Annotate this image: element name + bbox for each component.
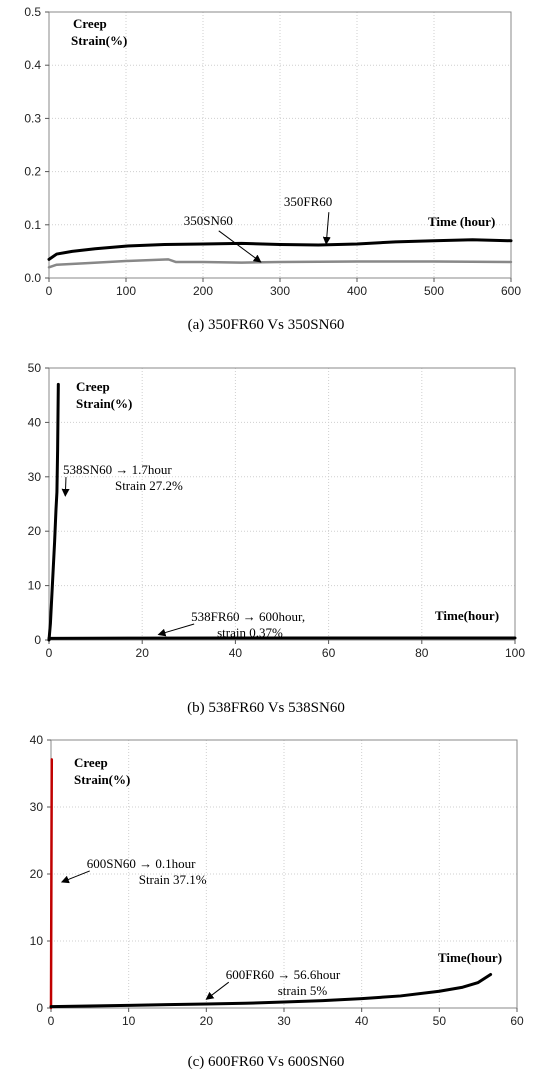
series-line-538SN60 (47, 382, 60, 642)
plot-area (48, 367, 516, 641)
y-tick-label: 0.2 (24, 165, 41, 179)
y-tick-label: 50 (28, 361, 42, 375)
chart-caption: (a) 350FR60 Vs 350SN60 (188, 317, 345, 333)
x-axis-label: Time(hour) (438, 950, 502, 965)
y-tick-label: 0 (34, 633, 41, 647)
x-tick-label: 0 (46, 646, 53, 660)
y-tick-label: 40 (30, 733, 44, 747)
x-tick-label: 10 (122, 1014, 136, 1028)
y-tick-label: 30 (28, 470, 42, 484)
annotation-label: 600SN60 → 0.1hour (87, 856, 196, 871)
x-tick-label: 100 (505, 646, 525, 660)
x-tick-label: 80 (415, 646, 429, 660)
annotation-arrow (205, 981, 230, 1000)
y-tick-label: 30 (30, 800, 44, 814)
y-axis-label-line2: Strain(%) (74, 772, 130, 787)
chart-caption: (c) 600FR60 Vs 600SN60 (188, 1054, 345, 1070)
chart-3: 0 10 20 30 40 50 60 0 10 20 30 40 Creep Strain(%) Time… (30, 733, 524, 1070)
y-tick-label: 0.0 (24, 271, 41, 285)
y-axis-label: Creep (76, 379, 110, 394)
annotation-arrow (322, 212, 331, 245)
x-tick-label: 50 (433, 1014, 447, 1028)
chart-1: 0 100 200 300 400 500 600 0.0 0.1 0.2 0.3 0.4 0.5 Cre… (24, 5, 521, 333)
x-tick-label: 30 (277, 1014, 291, 1028)
y-tick-label: 20 (28, 524, 42, 538)
x-tick-label: 20 (200, 1014, 214, 1028)
annotation-label-line2: Strain 27.2% (115, 478, 183, 493)
y-tick-label: 0.5 (24, 5, 41, 19)
y-tick-label: 20 (30, 867, 44, 881)
x-tick-label: 200 (193, 284, 213, 298)
annotation-label-line2: strain 0.37% (217, 625, 283, 640)
annotation-label-line2: Strain 37.1% (139, 872, 207, 887)
annotation-label: 350FR60 (284, 194, 332, 209)
x-axis-label: Time(hour) (435, 608, 499, 623)
annotation-arrow (218, 230, 262, 263)
x-tick-label: 400 (347, 284, 367, 298)
x-tick-label: 40 (355, 1014, 369, 1028)
annotation-label: 350SN60 (184, 213, 233, 228)
y-axis-label-line2: Strain(%) (71, 33, 127, 48)
y-tick-label: 0.3 (24, 111, 41, 125)
annotation-arrow (60, 870, 90, 884)
series-line-600FR60 (49, 973, 493, 1009)
annotation-label: 600FR60 → 56.6hour (226, 967, 341, 982)
y-axis-label: Creep (74, 755, 108, 770)
x-tick-label: 500 (424, 284, 444, 298)
annotation-arrow (61, 477, 70, 497)
annotation-arrow (157, 623, 195, 637)
x-tick-label: 100 (116, 284, 136, 298)
x-tick-label: 300 (270, 284, 290, 298)
x-tick-label: 20 (136, 646, 150, 660)
series-line-350SN60 (47, 258, 513, 269)
x-tick-label: 0 (48, 1014, 55, 1028)
y-axis-label-line2: Strain(%) (76, 396, 132, 411)
x-tick-label: 40 (229, 646, 243, 660)
annotation-label-line2: strain 5% (278, 983, 328, 998)
x-tick-label: 60 (322, 646, 336, 660)
y-axis-label: Creep (73, 16, 107, 31)
x-tick-label: 60 (510, 1014, 524, 1028)
y-tick-label: 0.4 (24, 58, 41, 72)
annotation-label: 538SN60 → 1.7hour (63, 462, 172, 477)
y-tick-label: 0 (36, 1001, 43, 1015)
chart-2: 0 20 40 60 80 100 0 10 20 30 40 50 Creep Strain(%) Tim… (28, 361, 526, 716)
y-tick-label: 0.1 (24, 218, 41, 232)
x-tick-label: 0 (46, 284, 53, 298)
series-line-350FR60 (47, 238, 513, 261)
chart-caption: (b) 538FR60 Vs 538SN60 (187, 700, 345, 716)
series-line-600SN60 (49, 758, 54, 1010)
y-tick-label: 40 (28, 415, 42, 429)
x-axis-label: Time (hour) (428, 214, 495, 229)
annotation-label: 538FR60 → 600hour, (191, 609, 305, 624)
y-tick-label: 10 (30, 934, 44, 948)
x-tick-label: 600 (501, 284, 521, 298)
y-tick-label: 10 (28, 579, 42, 593)
